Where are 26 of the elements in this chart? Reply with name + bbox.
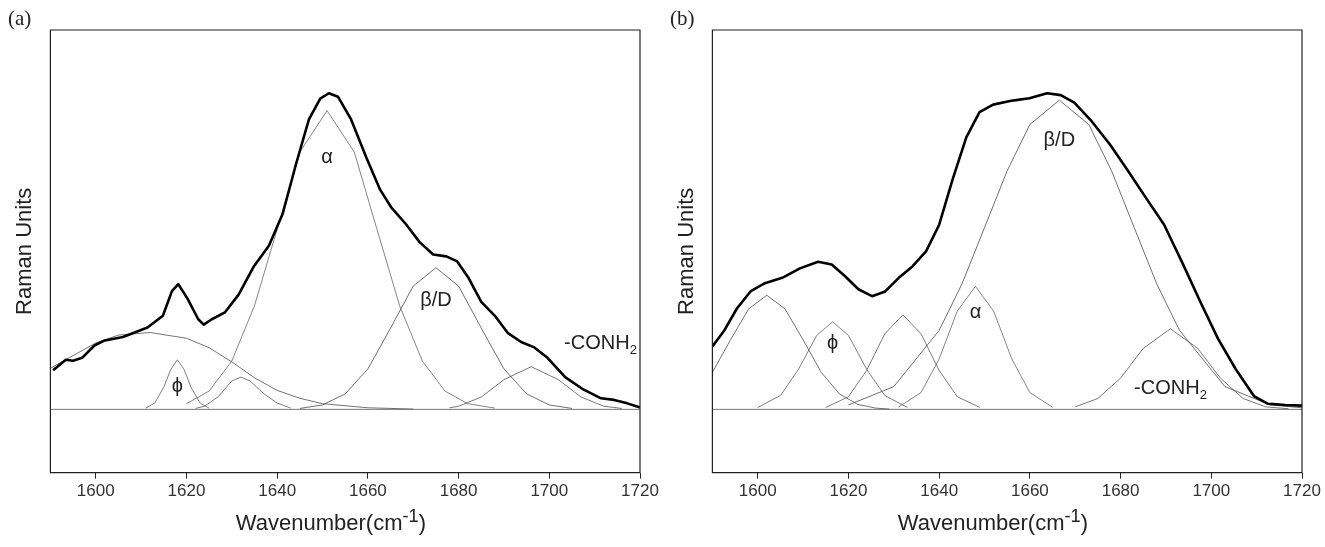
chart-title: (b) xyxy=(670,6,695,31)
x-tick-label: 1640 xyxy=(258,481,297,501)
x-tick-label: 1680 xyxy=(1101,481,1140,501)
x-tick-label: 1600 xyxy=(738,481,777,501)
x-tick-label: 1600 xyxy=(76,481,115,501)
x-tick-label: 1620 xyxy=(167,481,206,501)
x-tick-label: 1720 xyxy=(1283,481,1321,501)
y-axis-title: Raman Units xyxy=(673,187,699,315)
x-tick-label: 1660 xyxy=(1010,481,1049,501)
x-tick-label: 1700 xyxy=(530,481,569,501)
x-tick-label: 1720 xyxy=(621,481,659,501)
x-axis-title: Wavenumber(cm$^{-1}$) xyxy=(234,505,428,537)
annotation: β/D xyxy=(1043,127,1076,150)
x-tick-label: 1680 xyxy=(439,481,478,501)
y-axis-title: Raman Units xyxy=(11,187,37,315)
x-tick-label: 1620 xyxy=(829,481,868,501)
annotation: ϕ xyxy=(826,331,839,354)
x-tick-label: 1640 xyxy=(920,481,959,501)
x-tick-label: 1660 xyxy=(348,481,387,501)
annotation: ϕ xyxy=(171,374,183,397)
annotation: β/D xyxy=(420,288,452,311)
annotation: α xyxy=(321,145,333,168)
annotation: α xyxy=(969,299,982,322)
chart-title: (a) xyxy=(8,6,32,31)
x-tick-label: 1700 xyxy=(1192,481,1231,501)
x-axis-title: Wavenumber(cm$^{-1}$) xyxy=(896,505,1090,537)
